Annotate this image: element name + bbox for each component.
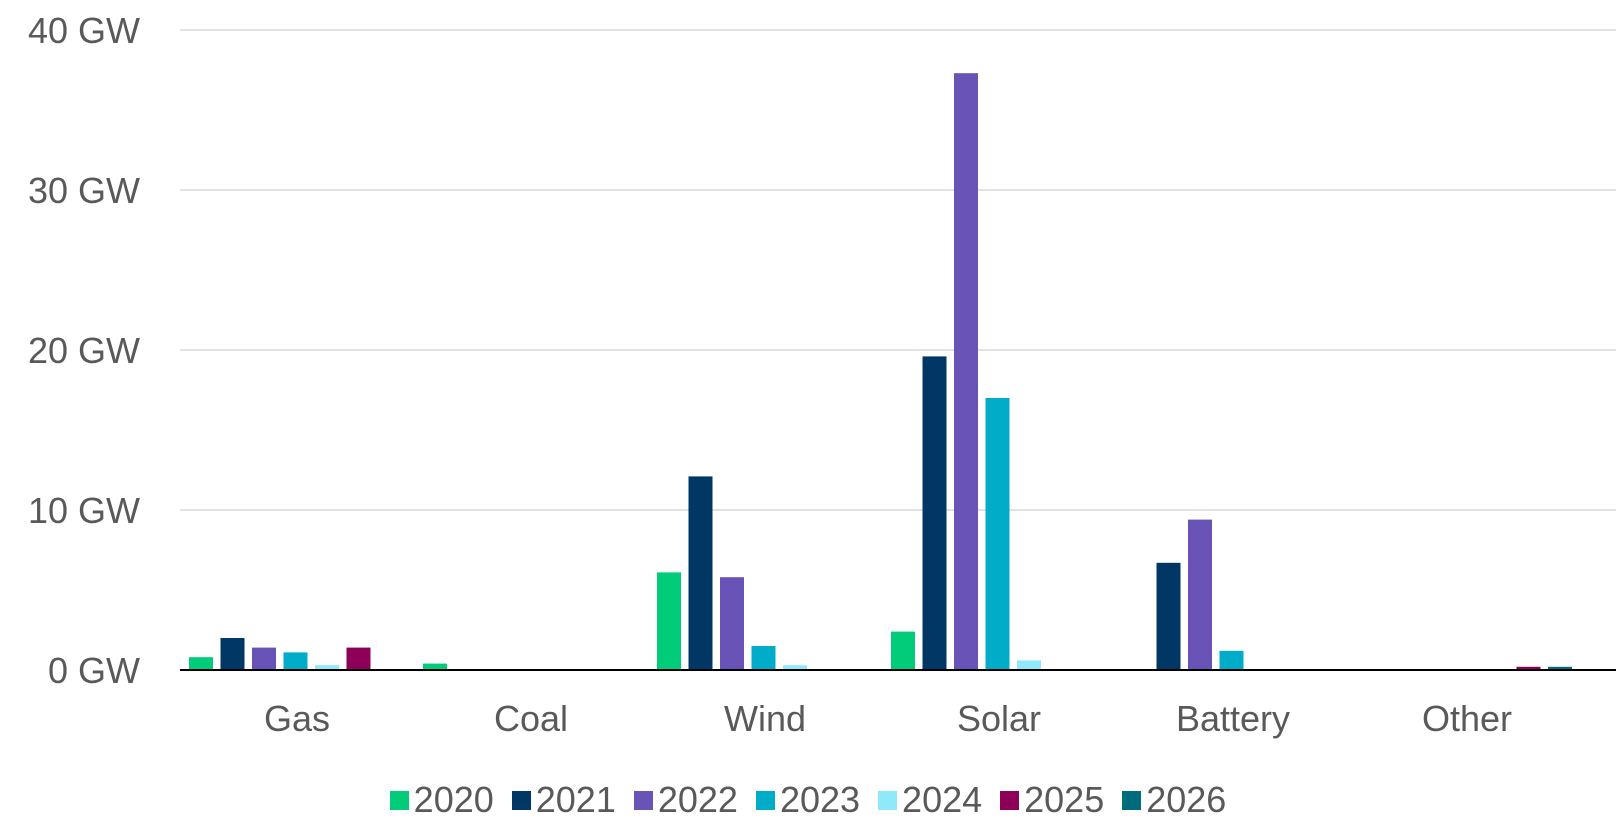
- bar-wind-2020: [657, 572, 681, 670]
- legend-label: 2025: [1024, 779, 1105, 820]
- bar-gas-2021: [220, 638, 245, 670]
- bar-battery-2021: [1156, 562, 1181, 670]
- legend-label: 2021: [535, 779, 616, 820]
- bar-other-2025: [1516, 666, 1541, 670]
- y-tick-label: 30 GW: [28, 170, 140, 211]
- legend-label: 2020: [413, 779, 494, 820]
- bar-battery-2022: [1188, 519, 1212, 670]
- x-tick-label-other: Other: [1422, 698, 1512, 739]
- bar-gas-2024: [315, 665, 339, 670]
- legend-swatch: [633, 790, 653, 810]
- bar-wind-2022: [720, 577, 744, 670]
- legend-item-2026: 2026: [1122, 782, 1226, 818]
- bar-wind-2023: [751, 646, 776, 670]
- x-tick-label-battery: Battery: [1176, 698, 1290, 739]
- bar-solar-2021: [922, 356, 947, 670]
- legend-swatch: [389, 790, 409, 810]
- bar-coal-2020: [423, 663, 447, 670]
- legend-label: 2023: [779, 779, 861, 820]
- gridlines: [180, 29, 1616, 511]
- legend-item-2020: 2020: [389, 779, 494, 820]
- legend-label: 2026: [1146, 779, 1227, 820]
- y-tick-label: 20 GW: [28, 330, 140, 371]
- legend-swatch: [755, 790, 775, 810]
- y-tick-label: 10 GW: [28, 490, 140, 531]
- chart-legend: 2020 2021 2022 2023 2024 2025 2026: [0, 780, 1616, 820]
- legend-item-2025: 2025: [1000, 782, 1104, 818]
- legend-label: 2022: [657, 779, 738, 820]
- y-tick-label: 0 GW: [48, 650, 140, 691]
- x-tick-label-coal: Coal: [494, 698, 568, 739]
- legend-swatch: [1000, 790, 1020, 810]
- legend-swatch: [878, 790, 898, 810]
- y-tick-label: 40 GW: [28, 10, 140, 51]
- bar-wind-2021: [688, 476, 713, 670]
- legend-swatch: [511, 790, 531, 810]
- bar-chart: 0 GW 10 GW 20 GW 30 GW 40 GW Gas Coal Wind Solar…: [28, 10, 1616, 739]
- x-tick-label-gas: Gas: [264, 698, 330, 739]
- legend-item-2023: 2023: [755, 779, 861, 820]
- bar-solar-2024: [1017, 660, 1041, 670]
- legend-item-2024: 2024: [878, 782, 982, 818]
- x-tick-label-solar: Solar: [957, 698, 1041, 739]
- legend-swatch: [1122, 790, 1142, 810]
- bar-solar-2023: [985, 398, 1010, 670]
- bar-wind-2024: [783, 665, 807, 670]
- legend-item-2022: 2022: [633, 779, 738, 820]
- legend-label: 2024: [902, 779, 983, 820]
- bar-gas-2023: [283, 652, 308, 670]
- bar-solar-2022: [954, 73, 978, 670]
- bar-gas-2025: [346, 647, 371, 670]
- bar-solar-2020: [891, 631, 915, 670]
- legend-item-2021: 2021: [511, 779, 616, 820]
- axes: 0 GW 10 GW 20 GW 30 GW 40 GW Gas Coal Wind Solar…: [28, 10, 1616, 739]
- bar-other-2026: [1548, 666, 1572, 670]
- bar-battery-2023: [1219, 650, 1244, 670]
- bar-gas-2022: [252, 647, 276, 670]
- x-tick-label-wind: Wind: [724, 698, 806, 739]
- bars: [189, 73, 1572, 670]
- bar-gas-2020: [189, 657, 213, 670]
